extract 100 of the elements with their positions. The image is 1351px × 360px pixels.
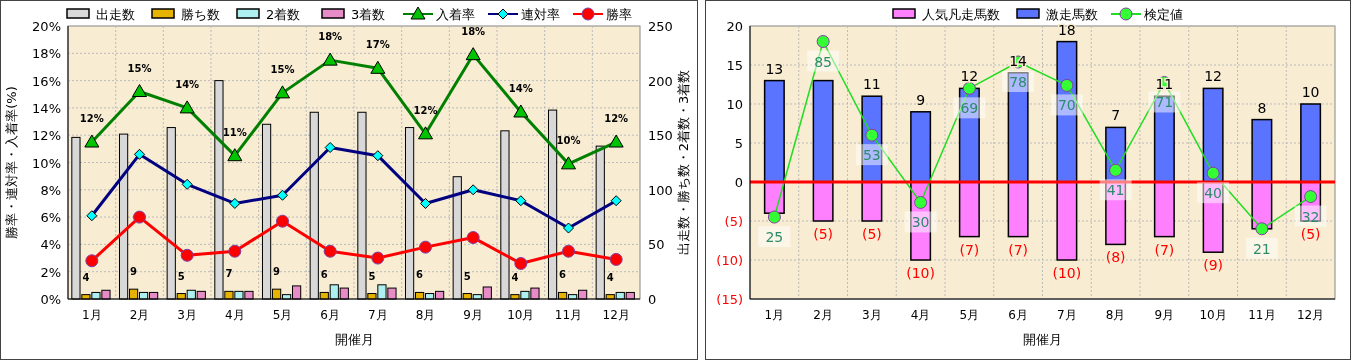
bar — [1300, 103, 1322, 183]
y-tick-label: 20% — [32, 19, 61, 34]
legend-label: 入着率 — [436, 7, 475, 22]
legend-label: 出走数 — [96, 7, 135, 22]
x-tick-label: 2月 — [813, 308, 833, 322]
data-label: 21 — [1252, 240, 1271, 257]
point — [1206, 166, 1220, 180]
point — [180, 248, 194, 262]
x-tick-label: 5月 — [959, 308, 980, 322]
x-tick-label: 10月 — [507, 308, 535, 322]
point — [276, 214, 289, 228]
point — [85, 254, 99, 268]
y-tick-label: 10% — [32, 155, 61, 171]
x-tick-label: 1月 — [764, 308, 785, 322]
x-tick-label: 9月 — [463, 308, 483, 322]
data-label: (8) — [1105, 249, 1126, 266]
data-label: 40 — [1204, 185, 1223, 202]
x-tick-label: 2月 — [129, 308, 150, 322]
legend-label: 人気凡走馬数 — [922, 7, 1000, 22]
y-tick-label: 16% — [32, 73, 61, 89]
data-label: 69 — [960, 100, 979, 117]
data-label: 15% — [270, 63, 295, 75]
data-label: 14% — [508, 83, 533, 94]
data-label: 4 — [511, 271, 519, 283]
y-tick-label: 12% — [32, 128, 61, 144]
y2-tick-label: 0 — [648, 292, 657, 307]
data-label: (5) — [861, 226, 882, 242]
x-tick-label: 12月 — [602, 308, 630, 322]
y-tick-label: 4% — [40, 237, 61, 253]
data-label: 11 — [862, 76, 881, 93]
y-tick-label: 14% — [32, 100, 61, 116]
legend-label: 激走馬数 — [1046, 7, 1098, 22]
data-label: 18% — [318, 31, 343, 43]
legend-label: 連対率 — [521, 7, 560, 22]
data-label: 4 — [82, 271, 90, 283]
x-tick-label: 4月 — [225, 308, 245, 322]
data-label: 6 — [416, 269, 424, 281]
y-tick-label: (10) — [716, 253, 743, 268]
data-label: (9) — [1203, 257, 1224, 274]
data-label: 12 — [1204, 68, 1223, 85]
legend-label: 2着数 — [266, 7, 301, 22]
data-label: 18 — [1057, 21, 1076, 38]
data-label: 11% — [222, 126, 247, 138]
point — [767, 210, 781, 224]
y-tick-label: 6% — [40, 210, 61, 226]
data-label: 9 — [916, 91, 926, 108]
data-label: 4 — [606, 271, 614, 283]
data-label: (5) — [1300, 226, 1321, 242]
data-label: 13 — [765, 60, 784, 77]
data-label: 14% — [175, 78, 200, 90]
y-tick-label: 15 — [726, 58, 743, 73]
data-label: 71 — [1155, 94, 1174, 111]
point — [1255, 222, 1269, 236]
bar — [812, 79, 834, 183]
point — [466, 231, 480, 245]
x-axis-title: 開催月 — [334, 332, 374, 347]
point — [914, 195, 928, 209]
y-tick-label: 0% — [40, 292, 61, 307]
data-label: 10% — [556, 134, 581, 146]
point — [133, 210, 146, 224]
y2-tick-label: 150 — [648, 128, 673, 144]
data-label: 6 — [320, 269, 328, 281]
data-label: 12% — [413, 104, 438, 116]
y2-tick-label: 250 — [648, 19, 673, 34]
x-tick-label: 6月 — [320, 308, 340, 322]
x-tick-label: 12月 — [1296, 308, 1325, 322]
data-label: 5 — [463, 270, 471, 282]
data-label: (7) — [1008, 241, 1029, 258]
data-label: (5) — [813, 226, 834, 242]
point — [419, 240, 432, 254]
legend-label: 勝ち数 — [181, 7, 220, 22]
legend-label: 検定値 — [1144, 7, 1183, 22]
y-axis-title: 勝率・連対率・入着率(%) — [4, 86, 19, 239]
point — [962, 81, 976, 95]
x-tick-label: 8月 — [1105, 308, 1126, 322]
data-label: 12 — [960, 68, 979, 85]
data-label: 41 — [1106, 182, 1125, 199]
bar — [812, 181, 834, 222]
data-label: 17% — [365, 39, 390, 51]
data-label: 6 — [559, 269, 567, 281]
x-tick-label: 5月 — [272, 308, 293, 322]
y-tick-label: 18% — [32, 46, 61, 62]
x-tick-label: 7月 — [368, 308, 388, 322]
x-tick-label: 9月 — [1154, 308, 1175, 322]
x-tick-label: 11月 — [1248, 308, 1276, 322]
bar — [763, 79, 785, 183]
x-tick-label: 3月 — [862, 308, 882, 322]
data-label: 70 — [1057, 97, 1076, 114]
y2-tick-label: 200 — [648, 73, 673, 89]
point — [865, 128, 879, 142]
y-tick-label: 10 — [726, 97, 743, 112]
point — [1109, 163, 1123, 177]
data-label: 5 — [177, 270, 185, 282]
data-label: 32 — [1301, 208, 1320, 225]
y-tick-label: (15) — [716, 292, 743, 307]
bar — [1153, 181, 1175, 238]
data-label: 7 — [225, 268, 233, 280]
data-label: 53 — [862, 147, 881, 164]
y2-tick-label: 100 — [648, 182, 673, 198]
data-label: 25 — [765, 229, 784, 246]
